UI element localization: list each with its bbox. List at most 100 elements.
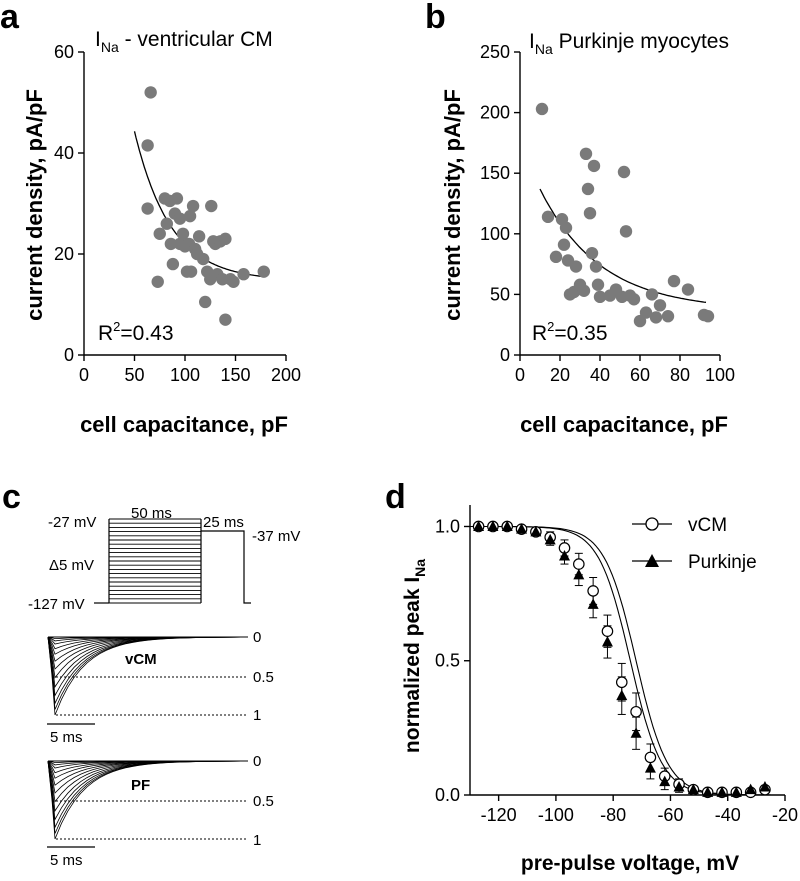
protocol-test-pulse	[201, 530, 251, 604]
purkinje-data-point	[501, 520, 513, 531]
purkinje-data-point	[559, 550, 570, 561]
panel-d-xtick-label: -80	[600, 805, 626, 825]
panel-d-inactivation: d -120 -100 -80 -60 -40 -20 0.0 0.5 1.0 vCM Purk…	[385, 478, 798, 875]
panel-a-xtick-label: 200	[271, 365, 301, 385]
data-point	[569, 260, 583, 273]
panel-b-r2: R2=0.35	[532, 319, 608, 345]
protocol-duration-2: 25 ms	[203, 514, 244, 531]
panel-b-xtick-label: 40	[590, 365, 610, 385]
panel-a-ytick-label: 20	[54, 244, 74, 264]
panel-b-ytick-label: 150	[480, 163, 510, 183]
data-point	[589, 260, 603, 273]
purkinje-data-point	[573, 568, 585, 580]
data-point	[237, 268, 250, 281]
data-point	[619, 225, 633, 238]
data-point	[144, 86, 157, 99]
panel-a-ytick-label: 40	[54, 143, 74, 163]
data-point	[227, 275, 240, 288]
protocol-hold-voltage: -37 mV	[252, 528, 300, 545]
data-point	[617, 165, 631, 179]
panel-b-ytick-label: 0	[500, 345, 510, 365]
purkinje-data-point	[616, 689, 628, 701]
vcm-trace-label: vCM	[125, 651, 157, 668]
pf-level-1: 1	[253, 832, 261, 849]
panel-d-xtick-label: -100	[538, 805, 574, 825]
panel-b-xtick-label: 80	[670, 365, 690, 385]
purkinje-data-point	[530, 525, 542, 537]
panel-d-ytick-label: 0.5	[435, 651, 460, 671]
panel-a-points	[141, 86, 270, 326]
panel-a-xtick-label: 0	[79, 365, 89, 385]
purkinje-data-point	[759, 780, 771, 792]
purkinje-data-point	[544, 533, 556, 545]
protocol-step-lines	[94, 518, 201, 604]
purkinje-data-point	[644, 762, 656, 773]
vcm-data-point	[644, 751, 657, 764]
panel-b-ytick-label: 50	[490, 284, 510, 304]
data-point	[541, 210, 555, 224]
panel-d-markers	[472, 520, 771, 799]
pf-level-half: 0.5	[253, 793, 274, 810]
panel-a-xtick-label: 150	[220, 365, 250, 385]
panel-a-xtick-label: 50	[124, 365, 144, 385]
data-point	[583, 206, 597, 220]
data-point	[160, 217, 174, 230]
data-point	[549, 250, 563, 264]
purkinje-data-point	[659, 775, 671, 787]
panel-b-xtick-label: 100	[705, 365, 735, 385]
panel-b-xtick-label: 20	[550, 365, 570, 385]
vcm-data-point	[573, 558, 585, 570]
purkinje-data-point	[516, 523, 528, 534]
data-point	[585, 246, 599, 260]
panel-d-ytick-label: 0.0	[435, 785, 460, 805]
panel-c-protocol-and-traces: c -27 mV Δ5 mV -127 mV 50 ms 25 ms -37 m…	[2, 478, 300, 869]
protocol-duration-1: 50 ms	[131, 505, 172, 522]
panel-a-title: INa - ventricular CM	[95, 28, 273, 55]
data-point	[196, 252, 210, 266]
panel-b-ylabel: current density, pA/pF	[440, 89, 465, 321]
pf-trace-family	[47, 760, 248, 840]
data-point	[581, 182, 595, 196]
data-point	[183, 209, 197, 223]
data-point	[587, 159, 601, 173]
panel-d-xtick-label: -40	[715, 805, 741, 825]
panel-b-title: INa Purkinje myocytes	[529, 30, 729, 57]
vcm-scale-label: 5 ms	[50, 729, 83, 746]
data-point	[661, 310, 675, 323]
panel-d-xtick-label: -60	[657, 805, 683, 825]
data-point	[141, 139, 154, 152]
legend-vcm-label: vCM	[688, 515, 727, 536]
data-point	[579, 147, 593, 161]
data-point	[653, 299, 667, 312]
protocol-bottom-voltage: -127 mV	[28, 596, 85, 613]
purkinje-data-point	[630, 727, 642, 738]
protocol-top-voltage: -27 mV	[48, 514, 96, 531]
current-trace	[47, 760, 247, 840]
data-point	[219, 313, 232, 326]
data-point	[192, 230, 206, 243]
data-point	[184, 265, 198, 278]
legend-purkinje-label: Purkinje	[688, 552, 757, 573]
pf-scale-label: 5 ms	[50, 852, 83, 869]
panel-b-ytick-label: 100	[480, 224, 510, 244]
data-point	[667, 274, 681, 288]
panel-b-ytick-label: 200	[480, 103, 510, 123]
panel-d-legend: vCM Purkinje	[632, 515, 757, 573]
purkinje-data-point	[601, 635, 613, 647]
panel-a-axes: 0 50 100 150 200 0 20 40 60	[54, 42, 301, 385]
vcm-data-point	[587, 585, 599, 597]
data-point	[164, 237, 178, 251]
panel-b-xtick-label: 0	[515, 365, 525, 385]
data-point	[141, 202, 154, 215]
data-point	[166, 257, 180, 271]
data-point	[151, 275, 164, 288]
protocol-step-size: Δ5 mV	[49, 557, 94, 574]
panel-b-axes: 0 20 40 60 80 100 0 50 100 150 200 250	[480, 42, 735, 385]
current-trace	[47, 636, 247, 716]
panel-a-r2: R2=0.43	[98, 319, 174, 345]
data-point	[627, 293, 641, 306]
panel-b-ytick-label: 250	[480, 42, 510, 62]
purkinje-data-point	[587, 598, 599, 609]
data-point	[591, 278, 605, 291]
